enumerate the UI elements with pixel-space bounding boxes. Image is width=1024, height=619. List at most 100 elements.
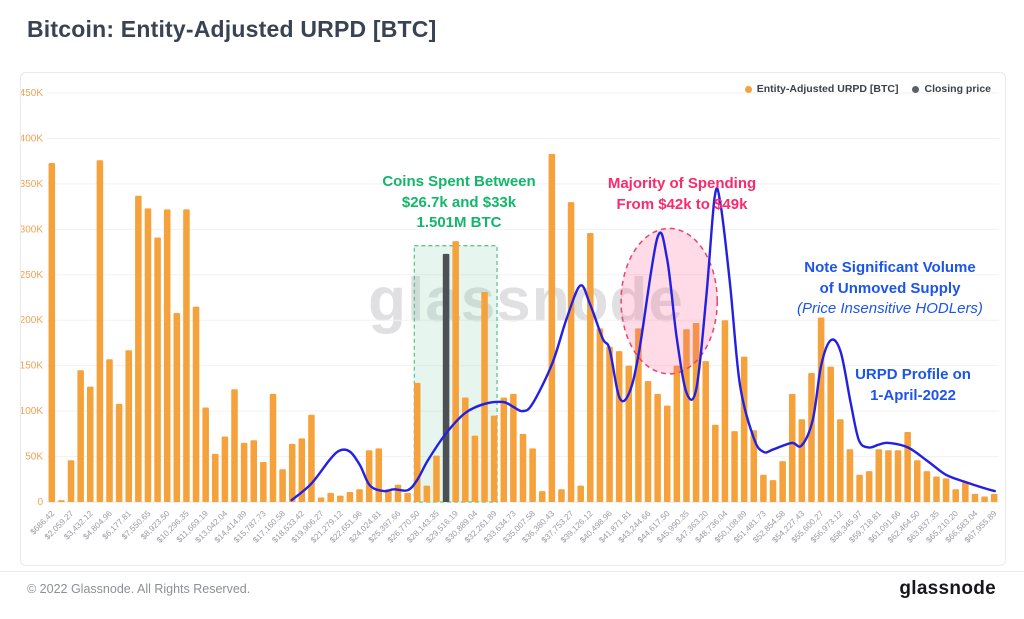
urpd-bar[interactable] bbox=[933, 476, 940, 502]
urpd-bar[interactable] bbox=[596, 328, 604, 502]
urpd-bar[interactable] bbox=[529, 448, 536, 502]
urpd-bar[interactable] bbox=[856, 474, 863, 502]
urpd-chart[interactable]: 050K100K150K200K250K300K350K400K450K$686… bbox=[21, 73, 1005, 561]
urpd-bar[interactable] bbox=[125, 350, 133, 502]
legend-item-closing-price[interactable]: Closing price bbox=[912, 83, 991, 95]
urpd-bar[interactable] bbox=[913, 460, 921, 502]
urpd-bar[interactable] bbox=[981, 496, 988, 502]
urpd-bar[interactable] bbox=[298, 438, 306, 502]
urpd-bar[interactable] bbox=[144, 208, 152, 502]
urpd-bar[interactable] bbox=[87, 386, 94, 502]
urpd-bar[interactable] bbox=[798, 419, 806, 502]
urpd-bar[interactable] bbox=[548, 153, 556, 502]
urpd-bar[interactable] bbox=[192, 306, 200, 502]
urpd-bar[interactable] bbox=[904, 432, 911, 502]
urpd-bar[interactable] bbox=[337, 495, 344, 502]
urpd-bar[interactable] bbox=[394, 484, 402, 502]
urpd-bar[interactable] bbox=[673, 365, 681, 502]
urpd-bar[interactable] bbox=[356, 489, 363, 502]
urpd-bar[interactable] bbox=[577, 485, 584, 502]
urpd-bar[interactable] bbox=[462, 397, 469, 502]
urpd-bar[interactable] bbox=[663, 405, 671, 502]
urpd-bar[interactable] bbox=[865, 471, 873, 502]
urpd-bar[interactable] bbox=[163, 209, 171, 503]
urpd-bar[interactable] bbox=[683, 329, 690, 502]
urpd-bar[interactable] bbox=[721, 320, 729, 502]
urpd-bar[interactable] bbox=[279, 469, 286, 502]
urpd-bar[interactable] bbox=[173, 312, 181, 502]
urpd-bar[interactable] bbox=[567, 202, 575, 503]
urpd-bar[interactable] bbox=[635, 328, 642, 502]
urpd-bar[interactable] bbox=[702, 361, 709, 502]
closing-price-bar[interactable] bbox=[442, 253, 450, 502]
urpd-bar[interactable] bbox=[587, 232, 594, 503]
urpd-bar[interactable] bbox=[769, 480, 777, 502]
urpd-bar[interactable] bbox=[308, 414, 315, 502]
urpd-bar[interactable] bbox=[250, 440, 258, 502]
urpd-bar[interactable] bbox=[154, 237, 161, 502]
urpd-bar[interactable] bbox=[260, 462, 267, 502]
urpd-bar[interactable] bbox=[990, 493, 998, 502]
urpd-bar[interactable] bbox=[846, 449, 854, 502]
urpd-bar[interactable] bbox=[615, 351, 623, 502]
urpd-bar[interactable] bbox=[135, 195, 142, 502]
urpd-bar[interactable] bbox=[817, 317, 825, 502]
urpd-bar[interactable] bbox=[327, 492, 334, 502]
urpd-bar[interactable] bbox=[654, 393, 661, 502]
urpd-bar[interactable] bbox=[96, 160, 104, 502]
urpd-bar[interactable] bbox=[413, 382, 421, 502]
urpd-bar[interactable] bbox=[538, 491, 546, 502]
urpd-bar[interactable] bbox=[48, 162, 56, 502]
urpd-bar[interactable] bbox=[269, 393, 277, 502]
urpd-bar[interactable] bbox=[971, 493, 979, 502]
urpd-bar[interactable] bbox=[183, 209, 190, 503]
urpd-bar[interactable] bbox=[317, 497, 325, 502]
urpd-bar[interactable] bbox=[962, 482, 969, 502]
urpd-bar[interactable] bbox=[885, 450, 892, 502]
urpd-bar[interactable] bbox=[452, 241, 459, 502]
urpd-bar[interactable] bbox=[231, 389, 238, 502]
urpd-bar[interactable] bbox=[952, 489, 959, 502]
urpd-bar[interactable] bbox=[750, 430, 758, 502]
urpd-bar[interactable] bbox=[240, 442, 248, 502]
legend-item-urpd[interactable]: Entity-Adjusted URPD [BTC] bbox=[744, 83, 898, 95]
urpd-bar[interactable] bbox=[692, 322, 700, 502]
urpd-bar[interactable] bbox=[740, 356, 748, 502]
urpd-bar[interactable] bbox=[212, 453, 219, 502]
urpd-bar[interactable] bbox=[423, 485, 431, 502]
urpd-bar[interactable] bbox=[500, 397, 508, 502]
urpd-bar[interactable] bbox=[837, 419, 844, 502]
urpd-bar[interactable] bbox=[58, 500, 65, 502]
urpd-bar[interactable] bbox=[942, 478, 950, 502]
urpd-bar[interactable] bbox=[519, 433, 527, 502]
urpd-bar[interactable] bbox=[558, 489, 565, 502]
urpd-bar[interactable] bbox=[808, 372, 815, 502]
urpd-bar[interactable] bbox=[346, 492, 354, 502]
urpd-bar[interactable] bbox=[779, 461, 786, 502]
urpd-bar[interactable] bbox=[875, 449, 883, 502]
urpd-bar[interactable] bbox=[894, 450, 902, 502]
urpd-bar[interactable] bbox=[827, 366, 834, 502]
urpd-bar[interactable] bbox=[67, 460, 75, 502]
urpd-bar[interactable] bbox=[404, 492, 411, 502]
urpd-bar[interactable] bbox=[923, 471, 931, 502]
urpd-bar[interactable] bbox=[510, 393, 517, 502]
urpd-bar[interactable] bbox=[731, 431, 738, 502]
urpd-bar[interactable] bbox=[644, 381, 652, 502]
urpd-bar[interactable] bbox=[77, 370, 84, 502]
urpd-bar[interactable] bbox=[433, 455, 440, 502]
urpd-bar[interactable] bbox=[115, 403, 123, 502]
urpd-bar[interactable] bbox=[760, 474, 767, 502]
urpd-bar[interactable] bbox=[365, 450, 373, 502]
urpd-bar[interactable] bbox=[385, 489, 392, 502]
urpd-bar[interactable] bbox=[202, 407, 209, 502]
urpd-bar[interactable] bbox=[106, 359, 113, 502]
urpd-bar[interactable] bbox=[221, 436, 229, 502]
urpd-bar[interactable] bbox=[288, 443, 296, 502]
urpd-bar[interactable] bbox=[625, 365, 633, 502]
urpd-bar[interactable] bbox=[606, 346, 613, 502]
urpd-bar[interactable] bbox=[471, 435, 479, 502]
urpd-bar[interactable] bbox=[712, 424, 719, 502]
urpd-bar[interactable] bbox=[788, 393, 796, 502]
urpd-bar[interactable] bbox=[490, 415, 498, 502]
